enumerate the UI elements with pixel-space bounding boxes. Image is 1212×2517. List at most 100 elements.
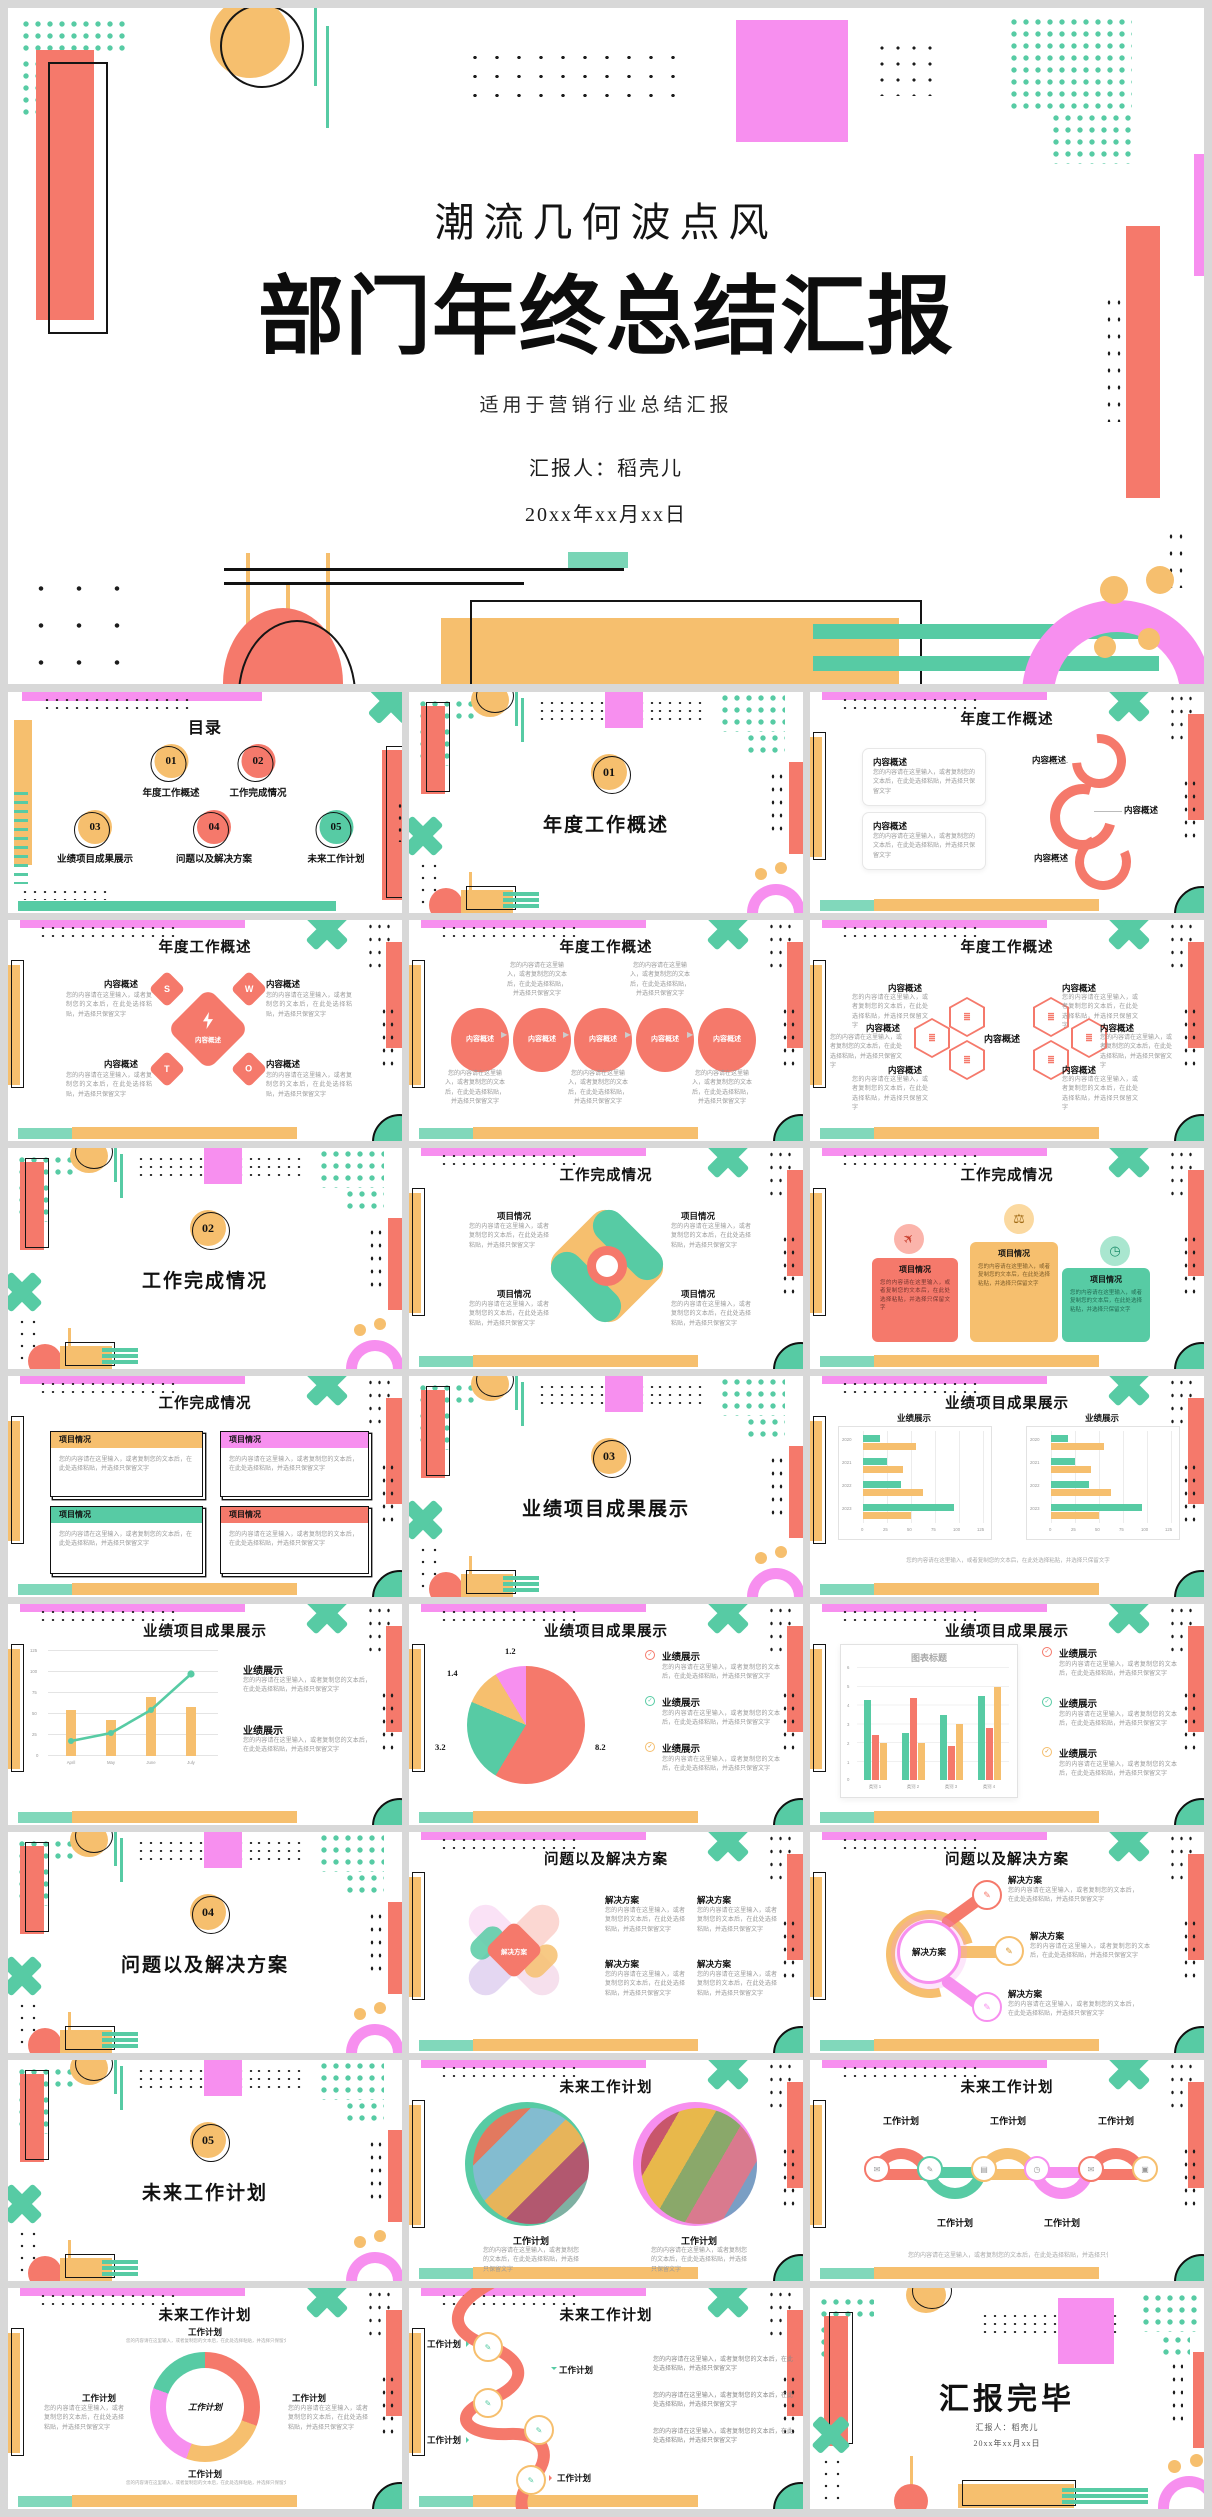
slide-thumbnail-path[interactable]: 未来工作计划 ✎ ✎ ✎ ✎ 工作计划 工作计划 工作计划 工作计划 您的内容请… <box>409 2288 803 2509</box>
bar-shape <box>1194 154 1204 276</box>
bar-shape <box>789 762 803 854</box>
bar-shape <box>120 1838 123 1882</box>
pencil-icon: ✎ <box>1005 1945 1013 1956</box>
diagram-label: 工作计划 <box>187 2469 222 2479</box>
slide-thumbnail-photos[interactable]: 未来工作计划 工作计划 您的内容请在这里输入，或者复制您的文本后，在此处选择粘贴… <box>409 2060 803 2281</box>
dots-pattern <box>745 1416 785 1440</box>
triangle-icon <box>466 2341 472 2347</box>
line-shape <box>1042 860 1068 861</box>
check-icon: ✓ <box>1042 1697 1052 1707</box>
placeholder-text: 您的内容请在这里输入，或者复制您的文本后，在此处选择粘贴，并选择只保留文字 <box>66 1073 152 1098</box>
slide-thumbnail-hbar-charts[interactable]: 业绩项目成果展示 业绩展示 业绩展示 2020 2021 2022 2023 0… <box>810 1376 1204 1597</box>
placeholder-text: 您的内容请在这里输入，或者复制您的文本后，在此处选择粘贴，并选择只保留文字 <box>908 2253 1108 2259</box>
outline-shape <box>962 2480 1076 2506</box>
slide-thumbnail-branches[interactable]: 问题以及解决方案 解决方案 ✎ ✎ ✎ 解决方案 您的内容请在这里输入，或者复制… <box>810 1832 1204 2053</box>
circle-shape <box>1094 636 1116 658</box>
bar-shape <box>1062 2494 1148 2498</box>
slide-thumbnail-petals[interactable]: 问题以及解决方案 解决方案 解决方案 您的内容请在这里输入，或者复制您的文本后，… <box>409 1832 803 2053</box>
dots-pattern <box>840 1608 980 1623</box>
slide-thumbnail-swot[interactable]: 年度工作概述 内容概述 S W T O 内容概述 您的内容请在这里输入，或者复制… <box>8 920 402 1141</box>
hexagon-icon: ≣ <box>963 1011 971 1022</box>
bar <box>863 1512 911 1519</box>
toc-number-circle: 04 <box>196 810 231 844</box>
dots-pattern <box>38 1608 178 1623</box>
diagram-label: 项目情况 <box>497 1289 532 1299</box>
path-node: ✎ <box>516 2465 546 2495</box>
diagram-label: 内容概述 <box>1031 755 1066 765</box>
axis-tick: 1 <box>847 1760 850 1765</box>
slide-thumbnail-ring[interactable]: 未来工作计划 工作计划 工作计划 您的内容请在这里输入，或者复制您的文本后，在此… <box>8 2288 402 2509</box>
slide-thumbnail-section-03[interactable]: 03 业绩项目成果展示 <box>409 1376 803 1597</box>
slide-thumbnail-section-04[interactable]: 04 问题以及解决方案 <box>8 1832 402 2053</box>
slide-thumbnail-cards[interactable]: 工作完成情况 项目情况 您的内容请在这里输入，或者复制您的文本后，在此处选择粘贴… <box>8 1376 402 1597</box>
circle-shape <box>429 888 463 913</box>
hexagon-shape: ≣ <box>949 997 985 1037</box>
axis-tick: 0 <box>1049 1527 1052 1532</box>
line-shape <box>1038 762 1068 763</box>
square-shape <box>605 1376 643 1412</box>
slide-thumbnail-combo-chart[interactable]: 业绩项目成果展示 125 100 75 50 25 0 April May Ju… <box>8 1604 402 1825</box>
hexagon-icon: ≣ <box>928 1032 936 1043</box>
placeholder-text: 您的内容请在这里输入，或者复制您的文本后，在此处选择粘贴，并选择只保留文字 <box>653 2357 793 2373</box>
slide-thumbnail-panels[interactable]: 工作完成情况 ✈ ⚖ ◷ 项目情况 您的内容请在这里输入，或者复制您的文本后，在… <box>810 1148 1204 1369</box>
outline-shape <box>813 1416 826 1544</box>
slide-thumbnail-column-chart[interactable]: 业绩项目成果展示 图表标题 6 5 4 3 2 1 0 <box>810 1604 1204 1825</box>
dots-pattern <box>396 800 402 842</box>
outline-shape <box>813 960 826 1088</box>
bar-shape <box>461 1574 513 1597</box>
axis-tick: 2023 <box>1030 1506 1040 1511</box>
slide-thumbnail-closing[interactable]: 汇报完毕 汇报人：稻壳儿 20xx年xx月xx日 <box>810 2288 1204 2509</box>
placeholder-text: 您的内容请在这里输入，或者复制您的文本后，在此处选择粘贴，并选择只保留文字 <box>1059 1762 1177 1778</box>
dots-pattern <box>439 1152 579 1167</box>
column <box>978 1696 985 1780</box>
dots-pattern <box>1140 2292 1200 2332</box>
slide-thumbnail-section-01[interactable]: 01 年度工作概述 <box>409 692 803 913</box>
cover-kicker: 潮流几何波点风 <box>434 200 778 245</box>
stopwatch-icon: ◷ <box>1100 1236 1130 1266</box>
axis-tick: 2020 <box>1030 1437 1040 1442</box>
bar-shape <box>60 2030 112 2053</box>
card-label: 项目情况 <box>221 1507 368 1523</box>
stripes-pattern <box>14 792 28 884</box>
slide-thumbnail-overview-1[interactable]: 年度工作概述 内容概述 您的内容请在这里输入，或者复制您的文本后，在此处选择粘贴… <box>810 692 1204 913</box>
dots-pattern <box>1182 1005 1198 1067</box>
dots-pattern <box>719 1376 785 1416</box>
slide-thumbnail-toc[interactable]: 目录 01 年度工作概述 02 工作完成情况 03 业绩项目成果展示 04 问题… <box>8 692 402 913</box>
toc-number-circle: 03 <box>77 810 112 844</box>
axis-tick: 100 <box>30 1669 38 1674</box>
toc-item: 04 问题以及解决方案 <box>176 810 252 865</box>
pie-chart <box>467 1666 585 1784</box>
axis-tick: 类别 1 <box>868 1784 882 1789</box>
slide-thumbnail-pinwheel[interactable]: 工作完成情况 项目情况 您的内容请在这里输入，或者复制您的文本后，在此处选择粘贴… <box>409 1148 803 1369</box>
bar <box>146 1697 156 1756</box>
slide-thumbnail-wave[interactable]: 未来工作计划 ✉ ✎ ▤ ◷ ✉ ▣ 工作计划 工作计划 工作计划 工作计划 工… <box>810 2060 1204 2281</box>
timeline-label: 工作计划 <box>989 2116 1026 2126</box>
slide-thumbnail-process[interactable]: 年度工作概述 内容概述 内容概述 内容概述 内容概述 内容概述 ▶ ▶ ▶ ▶ … <box>409 920 803 1141</box>
slide-thumbnail-section-05[interactable]: 05 未来工作计划 <box>8 2060 402 2281</box>
pencil-icon: ✎ <box>535 2425 543 2435</box>
panel: 项目情况 您的内容请在这里输入，或者复制您的文本后，在此处选择粘贴，并选择只保留… <box>872 1258 958 1342</box>
text-card: 内容概述 您的内容请在这里输入，或者复制您的文本后，在此处选择粘贴，并选择只保留… <box>862 748 986 806</box>
quarter-circle-shape <box>372 1570 402 1597</box>
timeline-label: 工作计划 <box>936 2218 973 2228</box>
outline-shape <box>11 1416 24 1544</box>
bar-shape <box>1062 2500 1148 2504</box>
dots-pattern <box>1182 1233 1198 1295</box>
slide-thumbnail-section-02[interactable]: 02 工作完成情况 <box>8 1148 402 1369</box>
slide-thumbnail-hexagons[interactable]: 年度工作概述 ≣ ≣ ≣ ≣ ≣ ≣ 内容概述 内容概述 您的内容请在这里输入，… <box>810 920 1204 1141</box>
timeline-node: ▤ <box>971 2156 997 2182</box>
diagram-label: 内容概述 <box>266 979 301 989</box>
process-step: 内容概述 <box>451 1008 509 1072</box>
info-card: 项目情况 您的内容请在这里输入，或者复制您的文本后，在此处选择粘贴，并选择只保留… <box>50 1431 203 1497</box>
bar <box>1051 1489 1111 1496</box>
diagram-label: 内容概述 <box>1033 853 1068 863</box>
x-shape-icon <box>810 2414 852 2456</box>
side-label: 业绩展示 <box>662 1744 701 1755</box>
slide-title: 年度工作概述 <box>559 940 653 956</box>
placeholder-text: 您的内容请在这里输入，或者复制您的文本后，在此处选择粘贴，并选择只保留文字 <box>697 1908 777 1933</box>
slide-thumbnail-pie-chart[interactable]: 业绩项目成果展示 1.2 1.4 3.2 8.2 ✓ 业绩展示 您的内容请在这里… <box>409 1604 803 1825</box>
check-icon: ✓ <box>1042 1747 1052 1757</box>
timeline-node: ◷ <box>1024 2156 1050 2182</box>
placeholder-text: 您的内容请在这里输入，或者复制您的文本后，在此处选择粘贴，并选择只保留文字 <box>469 1302 549 1327</box>
arrow-icon: ▶ <box>501 1030 508 1039</box>
